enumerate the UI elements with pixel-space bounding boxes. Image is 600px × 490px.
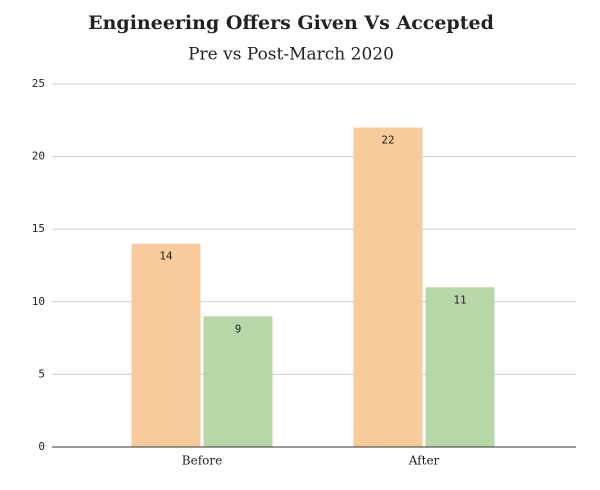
- y-tick-label: 0: [38, 440, 45, 453]
- bar: [425, 287, 495, 447]
- y-tick-label: 25: [32, 77, 45, 90]
- bar: [131, 243, 201, 447]
- chart-subtitle: Pre vs Post-March 2020: [188, 45, 394, 65]
- bar: [353, 127, 423, 447]
- value-label: 14: [159, 250, 173, 263]
- bar: [203, 316, 273, 447]
- y-tick-label: 20: [32, 150, 45, 163]
- value-label: 22: [381, 134, 394, 147]
- y-tick-label: 15: [32, 222, 45, 235]
- y-tick-label: 10: [32, 295, 45, 308]
- y-tick-label: 5: [38, 367, 45, 380]
- chart-title: Engineering Offers Given Vs Accepted: [88, 12, 494, 34]
- x-tick-label: Before: [182, 454, 222, 468]
- x-tick-label: After: [408, 454, 440, 468]
- value-label: 9: [235, 322, 242, 335]
- value-label: 11: [453, 293, 466, 306]
